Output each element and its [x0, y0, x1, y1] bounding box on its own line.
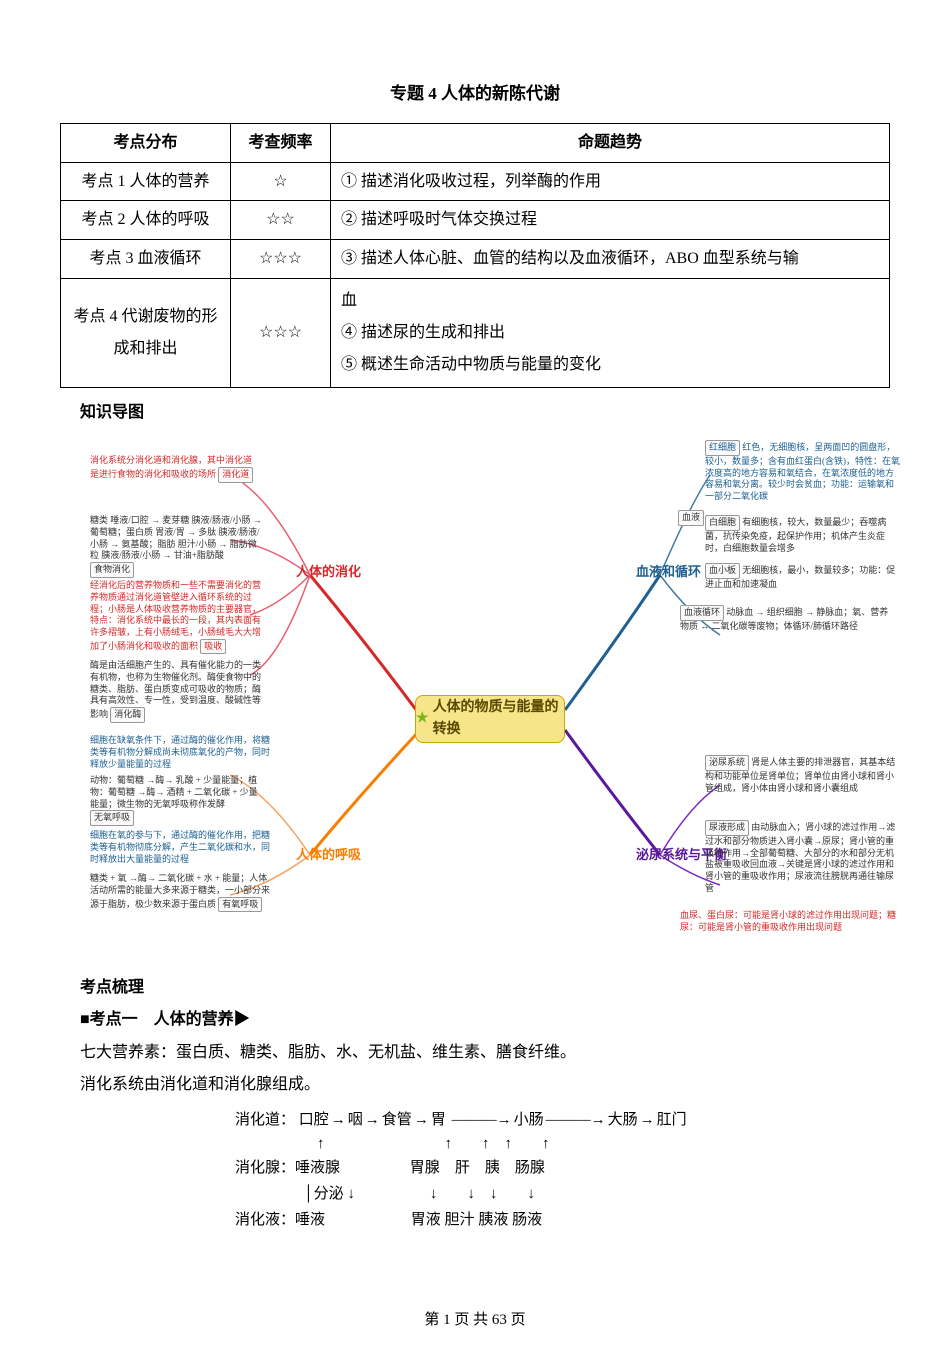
cell-freq: ☆☆ — [231, 201, 331, 240]
cell-freq: ☆☆☆ — [231, 239, 331, 278]
secrete-label: │分泌 ↓ ↓ ↓ ↓ ↓ — [303, 1182, 535, 1206]
th-trend: 命题趋势 — [331, 124, 890, 163]
section-knowledge-map: 知识导图 — [80, 400, 870, 426]
cell-trend: 血④ 描述尿的生成和排出⑤ 概述生命活动中物质与能量的变化 — [331, 278, 890, 387]
leaf-anaerobic-note: 细胞在缺氧条件下，通过酶的催化作用，将糖类等有机物分解成尚未彻底氧化的产物，同时… — [90, 735, 275, 770]
table-row: 考点 4 代谢废物的形成和排出☆☆☆血④ 描述尿的生成和排出⑤ 概述生命活动中物… — [61, 278, 890, 387]
leaf-digest-tract: 消化系统分消化道和消化腺，其中消化道是进行食物的消化和吸收的场所 消化道 — [90, 455, 255, 482]
cell-point: 考点 1 人体的营养 — [61, 162, 231, 201]
leaf-urine-form: 尿液形成 由动脉血入；肾小球的滤过作用→滤过水和部分物质进入肾小囊→原尿；肾小管… — [705, 820, 900, 894]
mindmap-center: ★人体的物质与能量的转换 — [415, 695, 565, 743]
exam-points-table: 考点分布 考查频率 命题趋势 考点 1 人体的营养☆① 描述消化吸收过程，列举酶… — [60, 123, 890, 387]
table-row: 考点 1 人体的营养☆① 描述消化吸收过程，列举酶的作用 — [61, 162, 890, 201]
leaf-rbc: 红细胞 红色，无细胞核，呈两面凹的圆盘形，较小，数量多；含有血红蛋白(含铁)，特… — [705, 440, 900, 502]
leaf-circ: 血液循环 动脉血 → 组织细胞 → 静脉血；氧、营养物质 ↔ 二氧化碳等废物；体… — [680, 605, 895, 632]
branch-digestion: 人体的消化 — [290, 560, 367, 585]
cell-trend: ① 描述消化吸收过程，列举酶的作用 — [331, 162, 890, 201]
table-row: 考点 2 人体的呼吸☆☆② 描述呼吸时气体交换过程 — [61, 201, 890, 240]
digest-diagram: 消化道： 口腔→咽→食管→胃 ———→小肠———→大肠→肛门 ↑ ↑ ↑ ↑ ↑… — [235, 1108, 715, 1258]
leaf-wbc: 白细胞 有细胞核，较大，数量最少；吞噬病菌，抗传染免疫，起保护作用；机体产生炎症… — [705, 515, 900, 554]
leaf-urinary-sys: 泌尿系统 肾是人体主要的排泄器官，其基本结构和功能单位是肾单位；肾单位由肾小球和… — [705, 755, 900, 794]
review-section: 考点梳理 ■考点一 人体的营养▶ 七大营养素：蛋白质、糖类、脂肪、水、无机盐、维… — [80, 975, 870, 1257]
cell-point: 考点 3 血液循环 — [61, 239, 231, 278]
review-heading: 考点梳理 — [80, 975, 870, 1001]
leaf-anaerobic: 动物：葡萄糖 →酶→ 乳酸 + 少量能量；植物：葡萄糖 →酶→ 酒精 + 二氧化… — [90, 775, 265, 826]
arrows-up-1: ↑ ↑ ↑ ↑ ↑ — [317, 1132, 550, 1156]
cell-point: 考点 2 人体的呼吸 — [61, 201, 231, 240]
cell-freq: ☆ — [231, 162, 331, 201]
digest-fluid-row: 消化液：唾液 胃液 胆汁 胰液 肠液 — [235, 1208, 542, 1232]
nutrients-line: 七大营养素：蛋白质、糖类、脂肪、水、无机盐、维生素、膳食纤维。 — [80, 1040, 870, 1066]
cell-freq: ☆☆☆ — [231, 278, 331, 387]
branch-respiration: 人体的呼吸 — [290, 843, 367, 868]
review-point-1: ■考点一 人体的营养▶ — [80, 1007, 870, 1033]
cell-point: 考点 4 代谢废物的形成和排出 — [61, 278, 231, 387]
digest-system-line: 消化系统由消化道和消化腺组成。 — [80, 1072, 870, 1098]
branch-circulation: 血液和循环 — [630, 560, 707, 585]
table-row: 考点 3 血液循环☆☆☆③ 描述人体心脏、血管的结构以及血液循环，ABO 血型系… — [61, 239, 890, 278]
leaf-aerobic: 糖类 + 氧 →酶→ 二氧化碳 + 水 + 能量；人体活动所需的能量大多来源于糖… — [90, 873, 275, 912]
leaf-absorb: 经消化后的营养物质和一些不需要消化的营养物质通过消化道管壁进入循环系统的过程；小… — [90, 580, 265, 654]
digest-tract-row: 消化道： 口腔→咽→食管→胃 ———→小肠———→大肠→肛门 — [235, 1108, 687, 1132]
leaf-food-digest: 糖类 唾液/口腔 → 麦芽糖 胰液/肠液/小肠 → 葡萄糖；蛋白质 胃液/胃 →… — [90, 515, 265, 577]
digest-gland-row: 消化腺：唾液腺 胃腺 肝 胰 肠腺 — [235, 1156, 545, 1180]
page-footer: 第 1 页 共 63 页 — [60, 1308, 890, 1332]
leaf-platelet: 血小板 无细胞核，最小，数量较多；功能：促进止血和加速凝血 — [705, 563, 900, 590]
leaf-enzyme: 酶是由活细胞产生的、具有催化能力的一类有机物，也称为生物催化剂。酶使食物中的糖类… — [90, 660, 265, 722]
cell-trend: ② 描述呼吸时气体交换过程 — [331, 201, 890, 240]
cell-trend: ③ 描述人体心脏、血管的结构以及血液循环，ABO 血型系统与输 — [331, 239, 890, 278]
th-points: 考点分布 — [61, 124, 231, 163]
page-title: 专题 4 人体的新陈代谢 — [60, 80, 890, 107]
leaf-blood-label: 血液 — [678, 510, 704, 526]
mindmap: ★人体的物质与能量的转换 人体的消化 人体的呼吸 血液和循环 泌尿系统与平衡 消… — [80, 435, 870, 955]
leaf-aerobic-note: 细胞在氧的参与下，通过酶的催化作用，把糖类等有机物彻底分解，产生二氧化碳和水，同… — [90, 830, 275, 865]
th-freq: 考查频率 — [231, 124, 331, 163]
leaf-urine-abnormal: 血尿、蛋白尿：可能是肾小球的滤过作用出现问题；糖尿：可能是肾小管的重吸收作用出现… — [680, 910, 900, 933]
